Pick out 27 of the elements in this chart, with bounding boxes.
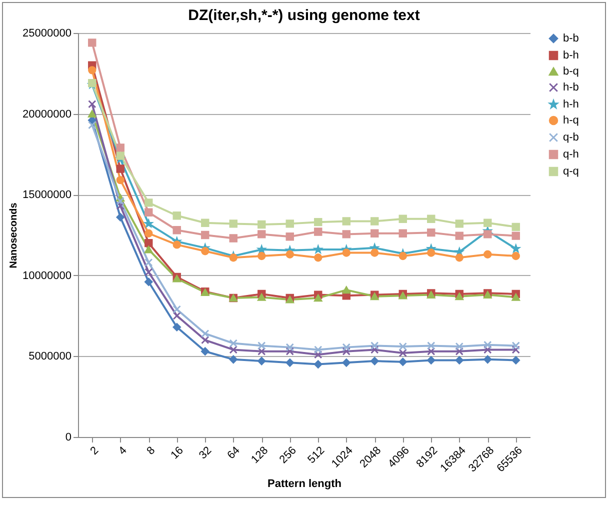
x-tick-label: 128 xyxy=(249,444,271,466)
legend-label: q-h xyxy=(563,148,579,160)
x-tick-label: 8 xyxy=(144,444,158,458)
legend-label: b-h xyxy=(563,50,579,62)
legend-label: h-b xyxy=(563,82,579,94)
x-tick-label: 4 xyxy=(116,444,130,458)
legend-label: q-q xyxy=(563,166,579,178)
y-tick-label: 0 xyxy=(65,432,72,444)
y-tick-label: 15000000 xyxy=(22,189,72,202)
y-tick-label: 20000000 xyxy=(22,108,72,120)
y-axis-title: Nanoseconds xyxy=(8,202,20,268)
x-tick-label: 16 xyxy=(168,444,186,462)
legend-label: h-h xyxy=(563,98,579,110)
x-tick-label: 256 xyxy=(277,444,299,466)
x-tick-label: 32 xyxy=(196,444,214,462)
x-tick-label: 64 xyxy=(225,444,242,462)
y-tick-label: 25000000 xyxy=(22,28,72,40)
x-axis-title: Pattern length xyxy=(268,478,342,490)
legend-label: q-b xyxy=(563,132,579,144)
chart-title: DZ(iter,sh,*-*) using genome text xyxy=(188,7,420,24)
legend-label: b-q xyxy=(563,66,579,78)
x-tick-label: 2 xyxy=(88,444,102,458)
legend-label: h-q xyxy=(563,114,579,126)
y-tick-label: 10000000 xyxy=(22,270,72,282)
legend-label: b-b xyxy=(563,32,579,44)
x-tick-label: 512 xyxy=(306,444,328,466)
y-tick-label: 5000000 xyxy=(28,350,72,363)
